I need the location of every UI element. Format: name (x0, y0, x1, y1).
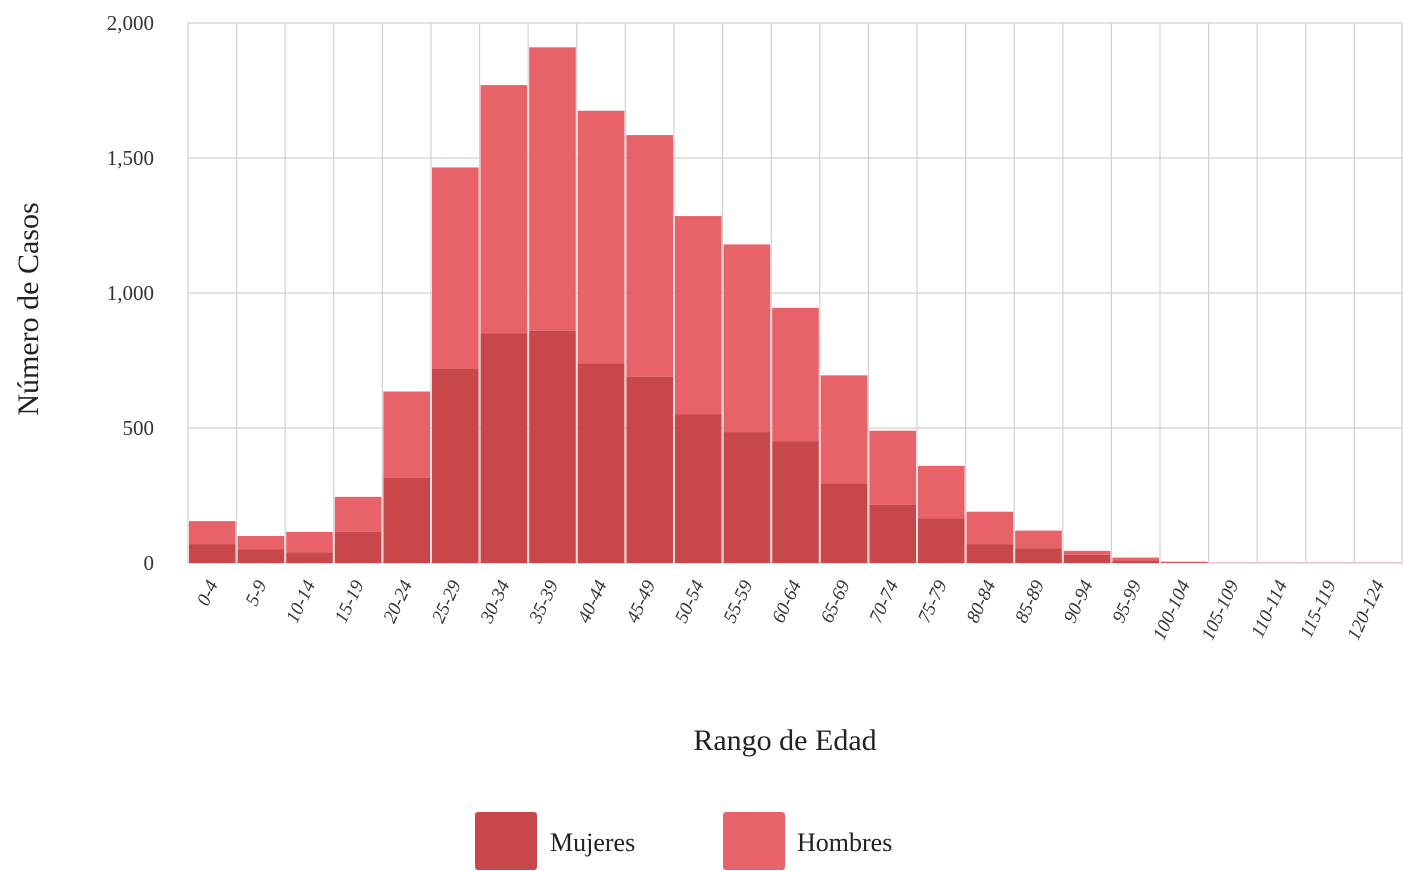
bar-mujeres-100-104 (1161, 562, 1208, 563)
bar-mujeres-35-39 (529, 330, 576, 563)
bar-hombres-60-64 (772, 307, 819, 442)
x-tick-label: 75-79 (914, 577, 952, 627)
x-axis-ticks: 0-4 5-9 10-14 15-19 20-24 25-29 30-34 35-39 40-4… (193, 577, 1389, 644)
x-tick-label: 80-84 (963, 577, 1001, 627)
x-tick-label: 70-74 (865, 577, 903, 627)
bar-mujeres-85-89 (1015, 548, 1062, 563)
y-tick-label: 500 (123, 416, 155, 440)
bar-hombres-65-69 (820, 375, 868, 484)
grid (187, 22, 1403, 564)
bar-mujeres-60-64 (772, 441, 819, 563)
x-tick-label: 35-39 (525, 577, 563, 627)
bar-hombres-35-39 (529, 47, 576, 331)
x-tick-label: 110-114 (1247, 577, 1292, 641)
x-tick-label: 60-64 (768, 577, 806, 627)
bar-hombres-75-79 (918, 465, 965, 519)
bar-hombres-100-104 (1161, 561, 1208, 563)
x-tick-label: 20-24 (379, 577, 417, 627)
x-tick-label: 10-14 (282, 577, 320, 627)
x-tick-label: 25-29 (428, 577, 466, 627)
bar-mujeres-90-94 (1063, 554, 1111, 563)
bar-hombres-55-59 (723, 244, 771, 433)
x-tick-label: 100-104 (1149, 577, 1195, 644)
bar-mujeres-80-84 (966, 544, 1014, 563)
bar-mujeres-5-9 (237, 549, 285, 563)
legend: Mujeres Hombres (475, 812, 892, 870)
x-tick-label: 55-59 (720, 577, 758, 627)
bar-mujeres-50-54 (675, 414, 722, 563)
bar-mujeres-30-34 (480, 333, 528, 563)
bar-mujeres-15-19 (334, 531, 382, 563)
x-axis-title: Rango de Edad (693, 724, 876, 757)
x-tick-label: 50-54 (671, 577, 709, 627)
bars (189, 47, 1402, 563)
bar-hombres-25-29 (432, 167, 479, 369)
y-tick-label: 0 (144, 551, 155, 575)
x-tick-label: 120-124 (1343, 577, 1389, 644)
y-tick-label: 1,500 (107, 146, 154, 170)
x-tick-label: 15-19 (331, 577, 369, 627)
bar-mujeres-75-79 (918, 518, 965, 563)
bar-hombres-80-84 (966, 511, 1014, 545)
bar-hombres-30-34 (480, 85, 528, 334)
bar-hombres-5-9 (237, 536, 285, 550)
x-tick-label: 0-4 (193, 577, 223, 609)
x-tick-label: 105-109 (1198, 577, 1244, 644)
bar-mujeres-40-44 (577, 363, 625, 563)
x-tick-label: 85-89 (1011, 577, 1049, 627)
y-axis-ticks: 0 500 1,000 1,500 2,000 (107, 11, 154, 575)
bar-hombres-70-74 (869, 430, 916, 505)
bar-mujeres-55-59 (723, 432, 771, 563)
bar-hombres-0-4 (189, 521, 236, 545)
x-tick-label: 115-119 (1296, 577, 1341, 641)
bar-mujeres-0-4 (189, 544, 236, 563)
x-tick-label: 45-49 (622, 577, 660, 627)
x-tick-label: 95-99 (1108, 577, 1146, 627)
bar-hombres-15-19 (334, 496, 382, 532)
x-tick-label: 40-44 (574, 577, 612, 627)
bar-mujeres-65-69 (820, 483, 868, 563)
legend-swatch-hombres (723, 812, 785, 870)
x-tick-label: 30-34 (476, 577, 514, 627)
bar-hombres-50-54 (675, 216, 722, 415)
y-axis-title: Número de Casos (12, 202, 45, 415)
bar-mujeres-10-14 (286, 552, 333, 563)
bar-hombres-10-14 (286, 531, 333, 553)
y-tick-label: 1,000 (107, 281, 154, 305)
y-tick-label: 2,000 (107, 11, 154, 35)
bar-hombres-20-24 (383, 391, 430, 478)
bar-hombres-40-44 (577, 110, 625, 364)
x-tick-label: 65-69 (817, 577, 855, 627)
bar-hombres-95-99 (1112, 557, 1159, 561)
bar-mujeres-20-24 (383, 477, 430, 563)
bar-mujeres-95-99 (1112, 560, 1159, 563)
bar-hombres-85-89 (1015, 530, 1062, 549)
legend-label-hombres: Hombres (797, 828, 892, 857)
bar-mujeres-70-74 (869, 504, 916, 563)
bar-mujeres-45-49 (626, 376, 673, 563)
legend-label-mujeres: Mujeres (550, 828, 635, 857)
bar-mujeres-25-29 (432, 368, 479, 563)
bar-hombres-90-94 (1063, 550, 1111, 555)
x-tick-label: 5-9 (242, 577, 272, 609)
legend-swatch-mujeres (475, 812, 537, 870)
x-tick-label: 90-94 (1060, 577, 1098, 627)
bar-hombres-45-49 (626, 135, 673, 377)
